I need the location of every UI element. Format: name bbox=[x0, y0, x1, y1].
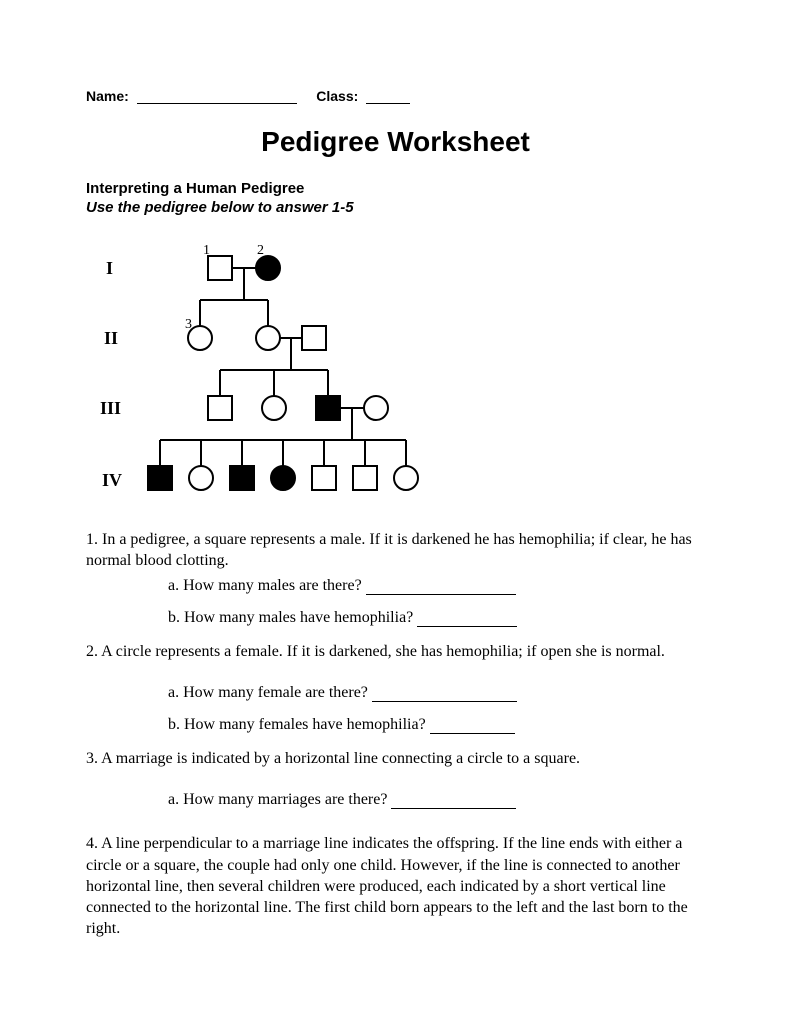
q1b-text: b. How many males have hemophilia? bbox=[168, 609, 413, 626]
question-1b: b. How many males have hemophilia? bbox=[168, 609, 705, 627]
class-blank[interactable] bbox=[366, 103, 410, 104]
pedigree-female bbox=[262, 396, 286, 420]
pedigree-male bbox=[302, 326, 326, 350]
header-row: Name: Class: bbox=[86, 88, 705, 104]
pedigree-female bbox=[394, 466, 418, 490]
pedigree-svg: I II III IV 1 2 3 bbox=[90, 234, 430, 514]
q2b-blank[interactable] bbox=[430, 733, 515, 734]
question-2b: b. How many females have hemophilia? bbox=[168, 716, 705, 734]
gen-label-1: I bbox=[106, 258, 113, 278]
question-1a: a. How many males are there? bbox=[168, 577, 705, 595]
gen-label-4: IV bbox=[102, 470, 122, 490]
gen-label-3: III bbox=[100, 398, 121, 418]
pedigree-female bbox=[364, 396, 388, 420]
q1a-blank[interactable] bbox=[366, 594, 516, 595]
pedigree-male-affected bbox=[316, 396, 340, 420]
question-3a: a. How many marriages are there? bbox=[168, 791, 705, 809]
question-3: 3. A marriage is indicated by a horizont… bbox=[86, 748, 705, 769]
pedigree-female-affected bbox=[256, 256, 280, 280]
q2a-blank[interactable] bbox=[372, 701, 517, 702]
page-title: Pedigree Worksheet bbox=[86, 126, 705, 158]
q3a-blank[interactable] bbox=[391, 808, 516, 809]
num-label-1: 1 bbox=[203, 243, 210, 258]
pedigree-male bbox=[353, 466, 377, 490]
q2b-text: b. How many females have hemophilia? bbox=[168, 716, 426, 733]
pedigree-male bbox=[208, 396, 232, 420]
num-label-2: 2 bbox=[257, 243, 264, 258]
q1a-text: a. How many males are there? bbox=[168, 577, 362, 594]
num-label-3: 3 bbox=[185, 317, 192, 332]
question-4: 4. A line perpendicular to a marriage li… bbox=[86, 833, 705, 939]
pedigree-female bbox=[256, 326, 280, 350]
question-2a: a. How many female are there? bbox=[168, 684, 705, 702]
q1b-blank[interactable] bbox=[417, 626, 517, 627]
pedigree-chart: I II III IV 1 2 3 bbox=[90, 234, 705, 519]
pedigree-male bbox=[312, 466, 336, 490]
q2a-text: a. How many female are there? bbox=[168, 684, 368, 701]
pedigree-male-affected bbox=[230, 466, 254, 490]
pedigree-female-affected bbox=[271, 466, 295, 490]
pedigree-male bbox=[208, 256, 232, 280]
worksheet-page: Name: Class: Pedigree Worksheet Interpre… bbox=[0, 0, 791, 1024]
question-1: 1. In a pedigree, a square represents a … bbox=[86, 529, 705, 571]
name-label: Name: bbox=[86, 88, 129, 104]
pedigree-female bbox=[189, 466, 213, 490]
class-label: Class: bbox=[316, 88, 358, 104]
q3a-text: a. How many marriages are there? bbox=[168, 791, 387, 808]
section-instruction: Use the pedigree below to answer 1-5 bbox=[86, 199, 705, 216]
question-2: 2. A circle represents a female. If it i… bbox=[86, 641, 705, 662]
gen-label-2: II bbox=[104, 328, 118, 348]
name-blank[interactable] bbox=[137, 103, 297, 104]
section-heading: Interpreting a Human Pedigree bbox=[86, 180, 705, 197]
pedigree-male-affected bbox=[148, 466, 172, 490]
